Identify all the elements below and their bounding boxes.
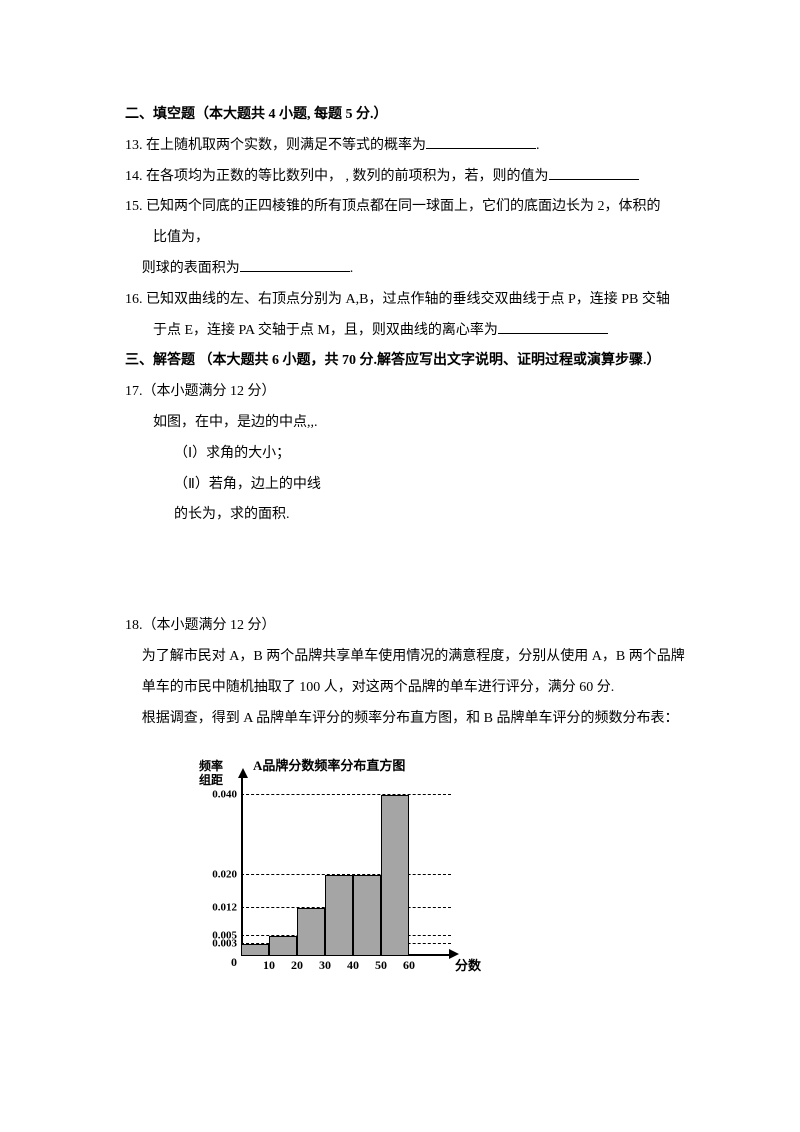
x-tick-label: 60 bbox=[403, 958, 415, 972]
q13-text: 13. 在上随机取两个实数，则满足不等式的概率为 bbox=[125, 138, 426, 153]
q18-c: 根据调查，得到 A 品牌单车评分的频率分布直方图，和 B 品牌单车评分的频数分布… bbox=[125, 704, 690, 735]
chart-title: A品牌分数频率分布直方图 bbox=[253, 758, 405, 774]
y-tick-label: 0.005 bbox=[212, 931, 237, 942]
q13: 13. 在上随机取两个实数，则满足不等式的概率为. bbox=[125, 131, 690, 162]
section3-title: 三、解答题 （本大题共 6 小题，共 70 分.解答应写出文字说明、证明过程或演… bbox=[125, 346, 690, 377]
arrow-up-icon bbox=[238, 768, 248, 778]
q17-d: 的长为，求的面积. bbox=[125, 500, 690, 531]
q13-blank bbox=[426, 135, 536, 149]
q17-a: 如图，在中，是边的中点,,. bbox=[125, 408, 690, 439]
q15-line2: 比值为， bbox=[125, 223, 690, 254]
x-tick-label: 40 bbox=[347, 958, 359, 972]
q16-blank bbox=[498, 320, 608, 334]
q13-tail: . bbox=[536, 138, 540, 153]
x-axis-label: 分数 bbox=[455, 958, 481, 974]
origin-label: 0 bbox=[231, 956, 237, 968]
q18-a: 为了解市民对 A，B 两个品牌共享单车使用情况的满意程度，分别从使用 A，B 两… bbox=[125, 642, 690, 673]
y-tick-label: 0.040 bbox=[212, 789, 237, 800]
gridline bbox=[241, 794, 451, 795]
x-tick-label: 30 bbox=[319, 958, 331, 972]
y-tick-label: 0.020 bbox=[212, 870, 237, 881]
q14: 14. 在各项均为正数的等比数列中， , 数列的前项积为，若，则的值为 bbox=[125, 162, 690, 193]
q15-line1: 15. 已知两个同底的正四棱锥的所有顶点都在同一球面上，它们的底面边长为 2，体… bbox=[125, 192, 690, 223]
y-tick-label: 0.012 bbox=[212, 902, 237, 913]
q17-c: （Ⅱ）若角，边上的中线 bbox=[125, 470, 690, 501]
q16-line2: 于点 E，连接 PA 交轴于点 M，且，则双曲线的离心率为 bbox=[125, 316, 690, 347]
q14-text: 14. 在各项均为正数的等比数列中， , 数列的前项积为，若，则的值为 bbox=[125, 169, 549, 184]
section2-title: 二、填空题（本大题共 4 小题, 每题 5 分.） bbox=[125, 100, 690, 131]
x-tick-label: 10 bbox=[263, 958, 275, 972]
chart-area: 0 分数 0.0030.0050.0120.0200.0401020304050… bbox=[241, 776, 451, 956]
q15-text: 则球的表面积为 bbox=[142, 261, 240, 276]
bar bbox=[241, 944, 269, 956]
y-axis-label: 频率 组距 bbox=[199, 760, 223, 788]
q16-text: 于点 E，连接 PA 交轴于点 M，且，则双曲线的离心率为 bbox=[153, 323, 498, 338]
bar bbox=[269, 936, 297, 956]
q17-b: （Ⅰ）求角的大小； bbox=[125, 439, 690, 470]
y-axis-label-2: 组距 bbox=[199, 774, 223, 788]
x-tick-label: 50 bbox=[375, 958, 387, 972]
q16-line1: 16. 已知双曲线的左、右顶点分别为 A,B，过点作轴的垂线交双曲线于点 P，连… bbox=[125, 285, 690, 316]
q15-blank bbox=[240, 258, 350, 272]
q17-head: 17.（本小题满分 12 分） bbox=[125, 377, 690, 408]
q15-tail: . bbox=[350, 261, 354, 276]
q14-blank bbox=[549, 166, 639, 180]
q15-line3: 则球的表面积为. bbox=[125, 254, 690, 285]
bar bbox=[381, 795, 409, 957]
bar bbox=[297, 908, 325, 957]
q18-b: 单车的市民中随机抽取了 100 人，对这两个品牌的单车进行评分，满分 60 分. bbox=[125, 673, 690, 704]
x-tick-label: 20 bbox=[291, 958, 303, 972]
histogram-chart: 频率 组距 A品牌分数频率分布直方图 0 分数 0.0030.0050.0120… bbox=[185, 758, 485, 998]
q18-head: 18.（本小题满分 12 分） bbox=[125, 611, 690, 642]
bar bbox=[325, 875, 353, 956]
bar bbox=[353, 875, 381, 956]
